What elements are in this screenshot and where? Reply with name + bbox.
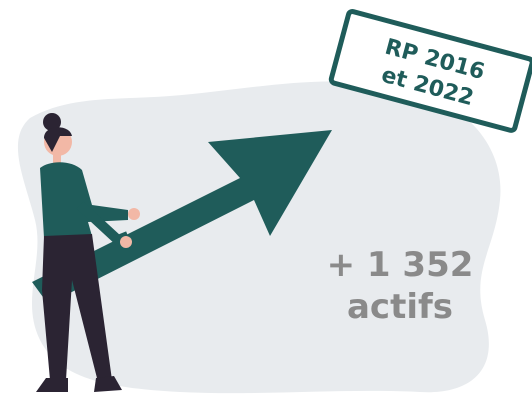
background-blob xyxy=(17,81,501,394)
figure-label: actifs xyxy=(347,287,453,327)
figure-value: + 1 352 xyxy=(327,245,474,285)
woman xyxy=(36,113,140,392)
arrow xyxy=(32,130,332,304)
stamp-border xyxy=(328,9,532,133)
stamp: RP 2016 et 2022 xyxy=(328,9,532,133)
